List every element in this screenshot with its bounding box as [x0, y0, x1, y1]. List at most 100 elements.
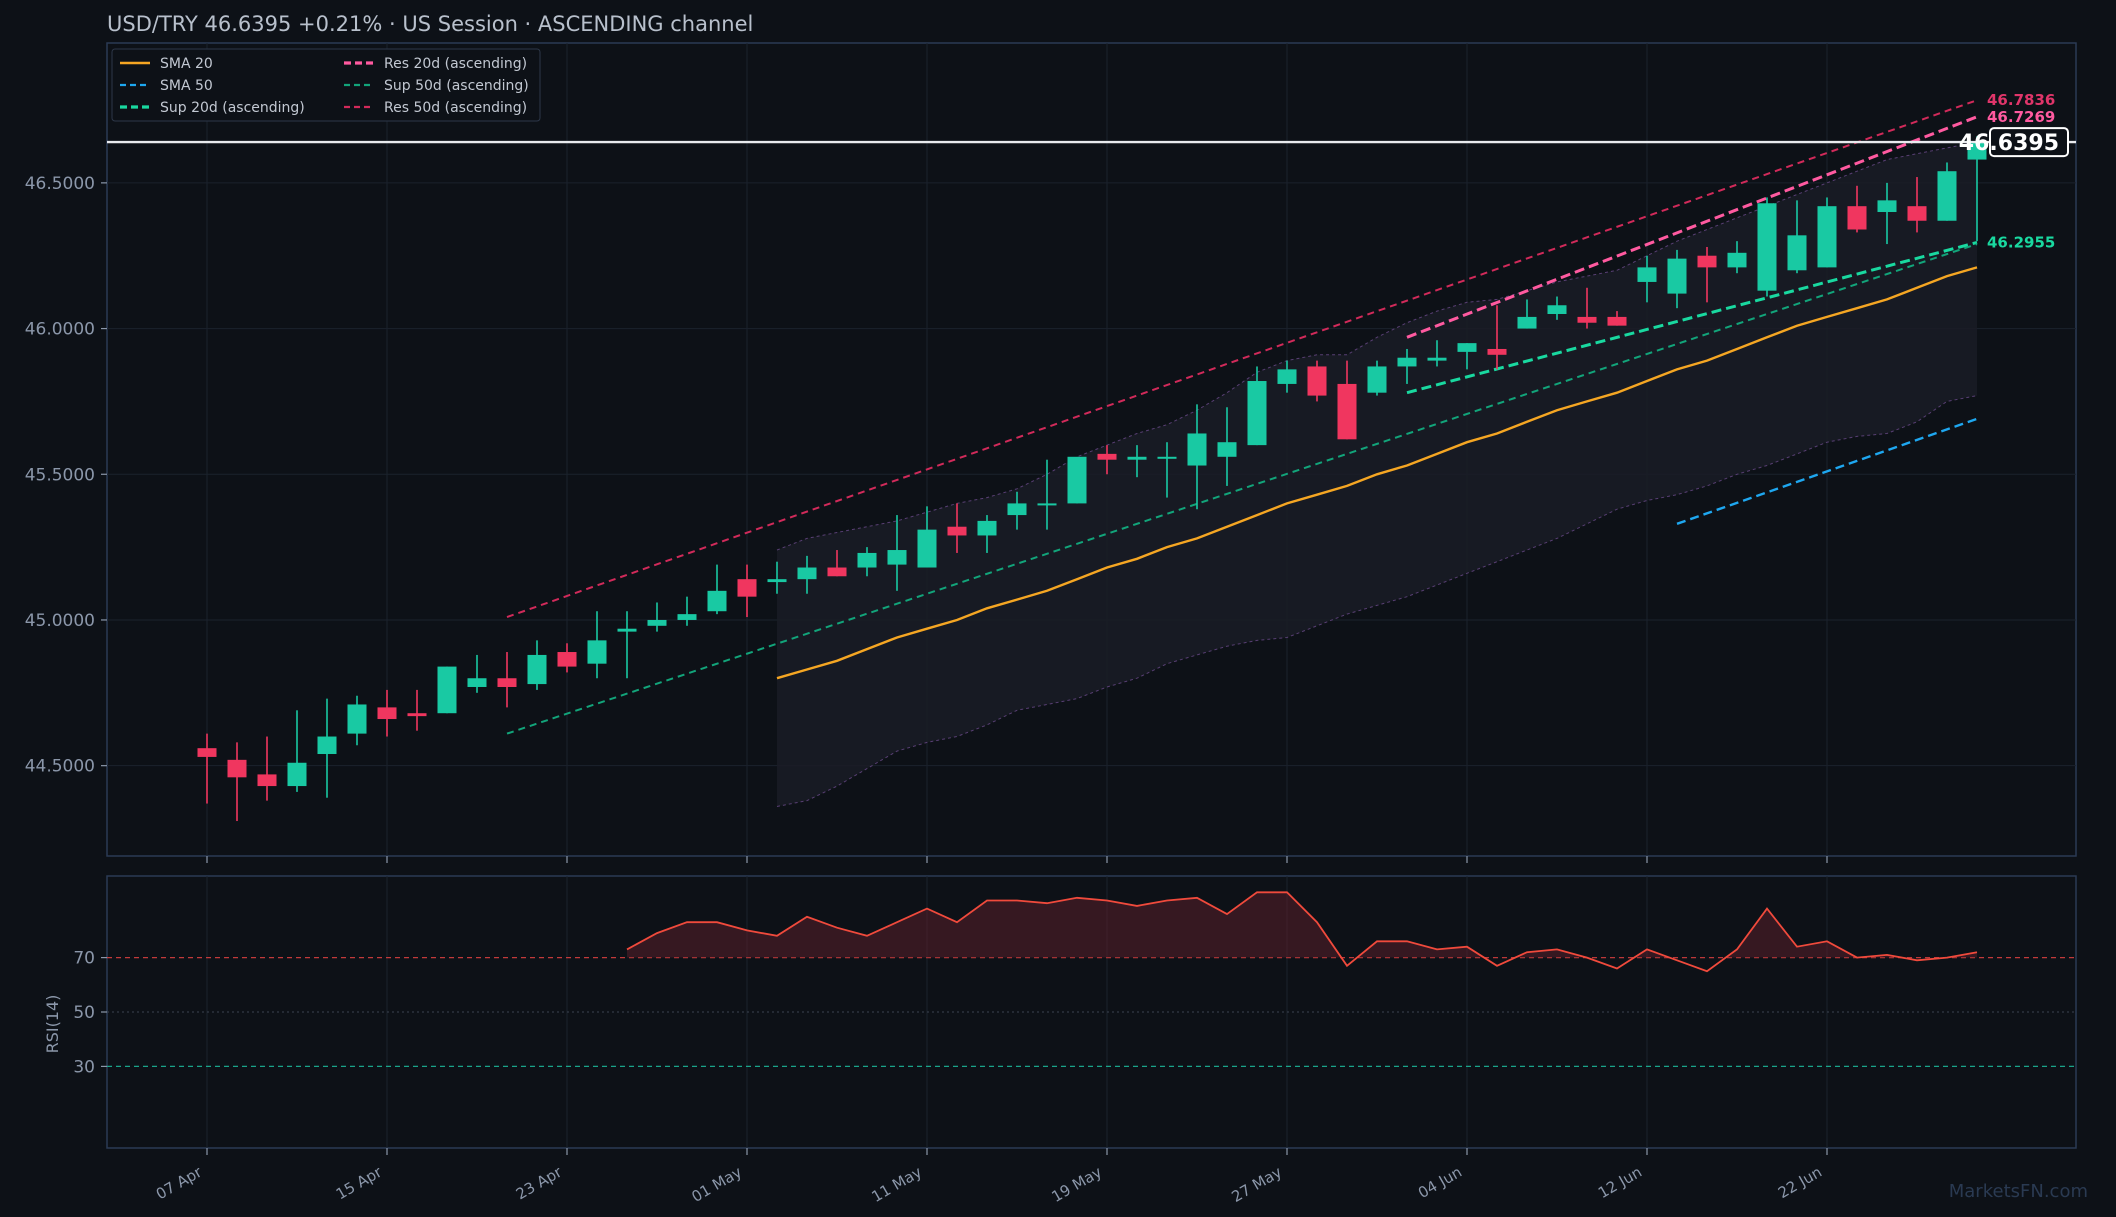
candle-body — [1307, 366, 1327, 396]
candle-body — [1187, 433, 1207, 466]
candle-body — [1697, 255, 1717, 268]
candle-body — [917, 529, 937, 568]
candle-body — [1517, 316, 1537, 329]
x-tick-label: 27 May — [1228, 1163, 1285, 1206]
x-tick-label: 11 May — [868, 1163, 925, 1206]
legend-label: SMA 50 — [160, 78, 213, 94]
rsi-line — [626, 891, 1978, 973]
candle-body — [557, 652, 577, 667]
candle-body — [1967, 142, 1987, 160]
rsi-tick-label: 30 — [73, 1057, 95, 1077]
rsi-overbought-fill — [627, 892, 1977, 958]
candle-body — [1937, 171, 1957, 221]
candle-body — [1847, 206, 1867, 230]
candle-body — [227, 759, 247, 778]
watermark: MarketsFN.com — [1949, 1181, 2088, 1202]
x-tick-label: 07 Apr — [153, 1162, 206, 1203]
x-tick-label: 23 Apr — [513, 1162, 566, 1203]
candle-body — [1607, 316, 1627, 326]
y-tick-label: 46.0000 — [25, 320, 95, 340]
candle-body — [1427, 357, 1447, 361]
chart-title: USD/TRY 46.6395 +0.21% · US Session · AS… — [107, 12, 753, 36]
candle-body — [1457, 343, 1477, 352]
candle-body — [587, 640, 607, 664]
trend-line-sma-50 — [1676, 417, 1978, 525]
candle-body — [407, 713, 427, 717]
candle-body — [1397, 357, 1417, 367]
candle-body — [1877, 200, 1897, 213]
y-tick-label: 45.5000 — [25, 465, 95, 485]
candle-body — [737, 579, 757, 597]
candle-body — [317, 736, 337, 755]
candle-body — [977, 520, 997, 536]
candle-body — [377, 707, 397, 720]
candle-body — [1727, 252, 1747, 268]
trend-line-res-50d-ascending — [506, 99, 1978, 618]
level-label: 46.7836 — [1987, 91, 2055, 109]
level-label: 46.2955 — [1987, 233, 2055, 251]
candle-body — [1787, 235, 1807, 271]
candle-body — [1007, 503, 1027, 516]
candle-body — [857, 552, 877, 568]
rsi-tick-label: 70 — [73, 949, 95, 969]
candle-body — [1037, 503, 1057, 506]
candle-body — [1277, 369, 1297, 384]
candle-body — [1667, 258, 1687, 294]
x-tick-label: 15 Apr — [333, 1162, 386, 1203]
candle-body — [647, 619, 667, 626]
x-tick-label: 01 May — [688, 1163, 745, 1206]
background-layer — [101, 42, 2077, 1155]
candle-body — [1067, 456, 1087, 504]
candle-body — [1817, 206, 1837, 268]
candle-body — [1637, 267, 1657, 282]
candle-body — [527, 654, 547, 685]
last-price-tag — [1989, 127, 2069, 158]
candle-body — [437, 666, 457, 714]
candle-body — [617, 628, 637, 632]
x-tick-label: 04 Jun — [1415, 1163, 1465, 1202]
candle-body — [1577, 316, 1597, 323]
sma20-line — [776, 266, 1978, 680]
legend-label: SMA 20 — [160, 56, 213, 72]
rsi-axis-label: RSI(14) — [43, 995, 62, 1054]
candle-body — [1097, 453, 1117, 460]
candle-body — [347, 704, 367, 734]
legend-box — [111, 48, 541, 122]
candle-body — [287, 762, 307, 787]
legend-label: Sup 20d (ascending) — [160, 100, 305, 116]
candle-body — [887, 550, 907, 565]
last-price-tag-value: 46.6395 — [1959, 131, 2059, 156]
y-tick-label: 45.0000 — [25, 611, 95, 631]
y-tick-label: 44.5000 — [25, 757, 95, 777]
x-tick-label: 22 Jun — [1775, 1163, 1825, 1202]
bollinger-upper-line — [776, 141, 1978, 551]
candle-body — [1247, 381, 1267, 446]
candle-body — [1907, 206, 1927, 221]
candle-body — [1367, 366, 1387, 393]
level-label: 46.7269 — [1987, 108, 2055, 126]
candle-body — [1157, 456, 1177, 459]
candle-body — [1217, 442, 1237, 457]
trend-line-res-20d-ascending — [1406, 115, 1978, 339]
candle-body — [707, 590, 727, 612]
candle-body — [467, 678, 487, 687]
legend-label: Res 20d (ascending) — [384, 56, 527, 72]
candle-body — [1337, 383, 1357, 440]
x-tick-label: 19 May — [1048, 1163, 1105, 1206]
candle-body — [1127, 456, 1147, 460]
bollinger-lower-line — [776, 395, 1978, 807]
candle-body — [827, 567, 847, 577]
candle-body — [797, 567, 817, 580]
candle-body — [1487, 348, 1507, 355]
trend-line-sup-20d-ascending — [1406, 241, 1978, 395]
candle-body — [947, 526, 967, 536]
x-tick-label: 12 Jun — [1595, 1163, 1645, 1202]
candle-body — [677, 614, 697, 620]
candle-body — [257, 774, 277, 787]
trend-line-sup-50d-ascending — [506, 243, 1978, 735]
candle-body — [767, 579, 787, 583]
legend-label: Sup 50d (ascending) — [384, 78, 529, 94]
legend-label: Res 50d (ascending) — [384, 100, 527, 116]
